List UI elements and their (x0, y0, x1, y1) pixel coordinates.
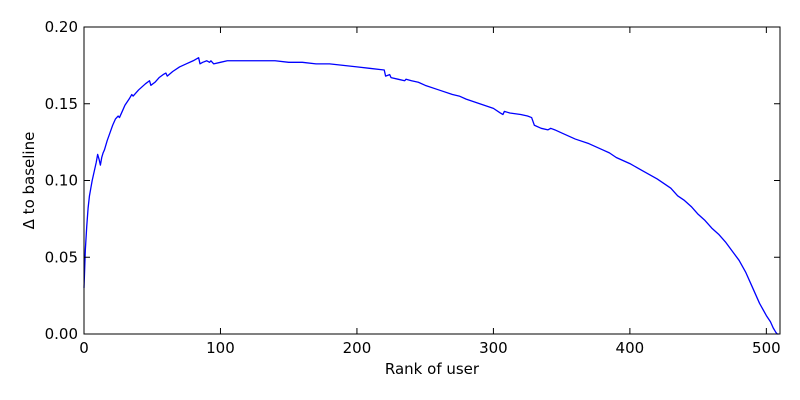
x-tick-label: 0 (79, 339, 89, 357)
x-tick-label: 200 (343, 339, 372, 357)
plot-area (83, 57, 779, 335)
y-tick-label: 0.10 (45, 172, 78, 190)
x-tick-label: 400 (616, 339, 645, 357)
y-tick-label: 0.00 (45, 325, 78, 343)
y-tick-label: 0.15 (45, 95, 78, 113)
x-tick-label: 100 (206, 339, 235, 357)
x-tick-label: 300 (479, 339, 508, 357)
x-tick-label: 500 (752, 339, 781, 357)
x-axis-label: Rank of user (385, 360, 480, 378)
plot-frame (83, 26, 781, 335)
y-axis-label: Δ to baseline (20, 132, 38, 230)
series-line-0 (83, 57, 779, 335)
y-tick-label: 0.20 (45, 18, 78, 36)
y-tick-label: 0.05 (45, 248, 78, 266)
